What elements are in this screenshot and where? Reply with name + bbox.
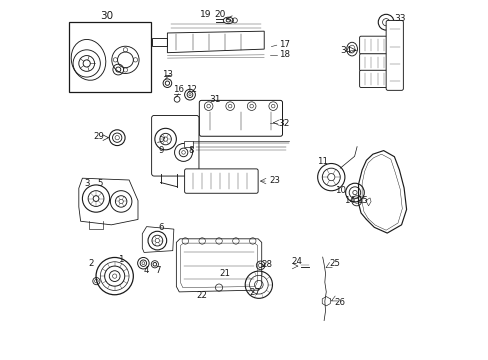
Text: 15: 15 [356, 196, 367, 205]
Text: 33: 33 [394, 14, 406, 23]
Text: 2: 2 [88, 259, 94, 268]
Text: 17: 17 [278, 40, 289, 49]
Text: 5: 5 [98, 179, 103, 188]
Text: 29: 29 [93, 132, 104, 141]
FancyBboxPatch shape [359, 36, 388, 54]
Text: 1: 1 [118, 255, 123, 264]
Text: 22: 22 [196, 291, 207, 300]
Text: 6: 6 [158, 223, 163, 232]
FancyBboxPatch shape [359, 70, 388, 87]
FancyBboxPatch shape [386, 21, 403, 90]
Bar [183, 140, 192, 147]
FancyBboxPatch shape [151, 116, 199, 176]
Text: 23: 23 [268, 176, 279, 185]
FancyBboxPatch shape [359, 54, 388, 71]
Text: 12: 12 [185, 85, 197, 94]
Text: 32: 32 [278, 119, 289, 128]
Text: 4: 4 [143, 266, 148, 275]
FancyBboxPatch shape [184, 169, 258, 193]
Text: 10: 10 [334, 185, 346, 194]
Text: 21: 21 [219, 269, 230, 278]
Text: 30: 30 [100, 11, 113, 21]
Text: 9: 9 [158, 146, 163, 155]
Text: 3: 3 [84, 179, 90, 188]
Text: 25: 25 [329, 259, 340, 268]
Text: 27: 27 [248, 288, 260, 297]
Text: 16: 16 [172, 85, 183, 94]
Text: 24: 24 [290, 257, 302, 266]
FancyBboxPatch shape [199, 100, 282, 136]
Text: 34: 34 [339, 46, 350, 55]
Text: 19: 19 [200, 10, 211, 19]
Text: 20: 20 [214, 10, 225, 19]
Text: 18: 18 [278, 50, 289, 59]
Text: 26: 26 [333, 298, 345, 307]
Text: 13: 13 [162, 71, 173, 80]
Text: 11: 11 [317, 157, 327, 166]
Text: 7: 7 [155, 266, 160, 275]
Bar [69, 22, 151, 92]
Text: 28: 28 [261, 260, 272, 269]
Text: 14: 14 [343, 196, 354, 205]
Text: 31: 31 [209, 95, 221, 104]
Text: 8: 8 [188, 146, 194, 155]
